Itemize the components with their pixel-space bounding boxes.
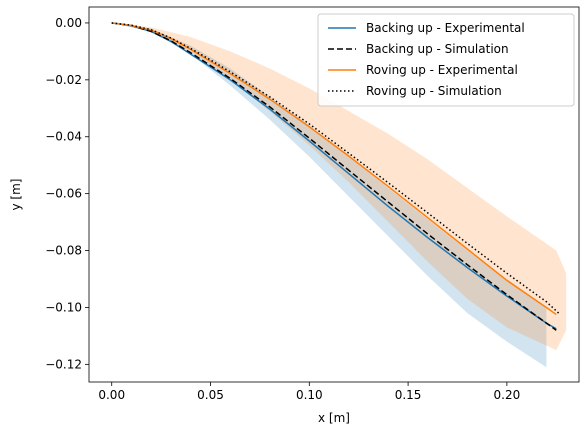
y-tick-label: −0.08 [45, 244, 82, 258]
plot-frame [88, 6, 580, 383]
x-axis-label: x [m] [318, 411, 350, 425]
x-tick-label: 0.10 [296, 388, 323, 402]
band-1 [111, 22, 567, 351]
x-tick-label: 0.15 [395, 388, 422, 402]
legend-label: Roving up - Simulation [366, 84, 502, 98]
series-line-1 [111, 22, 557, 331]
y-axis: 0.00 −0.02 −0.04 −0.06 −0.08 −0.10 −0.12 [45, 16, 89, 371]
legend-label: Roving up - Experimental [366, 63, 518, 77]
y-tick-label: −0.12 [45, 357, 82, 371]
legend-box [317, 13, 575, 107]
x-tick-label: 0.00 [98, 388, 125, 402]
y-tick-label: −0.06 [45, 187, 82, 201]
x-tick-label: 0.20 [494, 388, 521, 402]
series-line-2 [111, 22, 557, 316]
confidence-bands [111, 22, 567, 368]
y-tick-label: −0.10 [45, 300, 82, 314]
y-tick-label: −0.04 [45, 130, 82, 144]
series-line-3 [111, 22, 561, 316]
series-lines [111, 22, 561, 331]
legend-label: Backing up - Experimental [366, 21, 525, 35]
x-axis: 0.00 0.05 0.10 0.15 0.20 [98, 382, 520, 402]
x-tick-label: 0.05 [197, 388, 224, 402]
y-tick-label: −0.02 [45, 73, 82, 87]
y-tick-label: 0.00 [55, 16, 82, 30]
y-axis-label: y [m] [9, 179, 23, 211]
series-line-0 [111, 22, 557, 330]
band-0 [111, 22, 547, 368]
legend: Backing up - Experimental Backing up - Si… [317, 13, 575, 107]
legend-label: Backing up - Simulation [366, 42, 509, 56]
